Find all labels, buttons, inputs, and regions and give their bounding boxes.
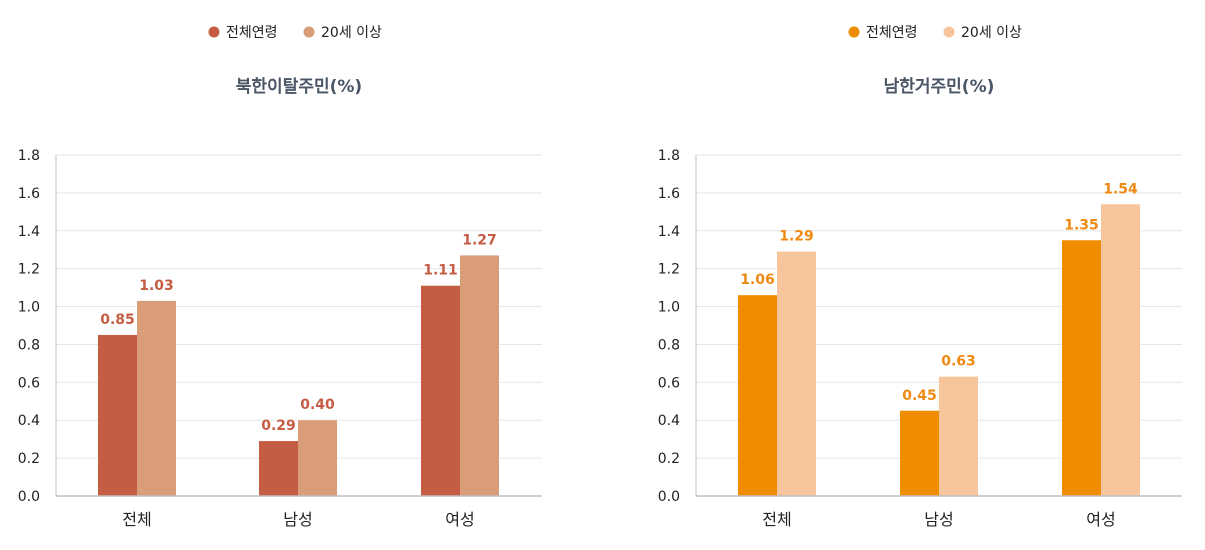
bar-2 — [1101, 204, 1140, 496]
data-label: 1.03 — [139, 278, 174, 294]
y-tick-label: 0.2 — [658, 451, 680, 467]
legend-label: 20세 이상 — [961, 25, 1022, 41]
y-tick-label: 1.8 — [658, 148, 680, 164]
bar-1 — [98, 334, 137, 496]
legend-label: 20세 이상 — [321, 25, 382, 41]
y-tick-label: 1.2 — [658, 262, 680, 278]
bar-1 — [738, 295, 777, 496]
legend-label: 전체연령 — [226, 25, 278, 41]
data-label: 0.40 — [300, 397, 335, 413]
y-tick-label: 1.0 — [658, 300, 680, 316]
y-tick-label: 1.6 — [18, 186, 40, 202]
y-tick-label: 0.8 — [18, 337, 40, 353]
bar-1 — [900, 410, 939, 496]
bar-1 — [421, 285, 460, 496]
data-label: 1.29 — [779, 229, 814, 245]
y-tick-label: 0.2 — [18, 451, 40, 467]
data-label: 1.54 — [1103, 181, 1138, 197]
data-label: 0.63 — [941, 354, 976, 370]
y-tick-label: 1.4 — [18, 224, 40, 240]
bar-2 — [939, 376, 978, 496]
bar-2 — [298, 420, 337, 496]
y-tick-label: 0.4 — [658, 413, 680, 429]
chart-panel-2: 0.0 0.2 0.4 0.6 0.8 1.0 1.2 1.4 1.6 1.8 1.06 1.29 전체… — [658, 25, 1182, 529]
bar-1 — [259, 441, 298, 496]
legend-swatch — [208, 26, 220, 38]
y-tick-label: 0.6 — [658, 375, 680, 391]
y-tick-label: 0.0 — [658, 489, 680, 505]
data-label: 0.29 — [261, 418, 296, 434]
y-tick-label: 0.8 — [658, 337, 680, 353]
y-tick-label: 1.0 — [18, 300, 40, 316]
y-tick-label: 0.4 — [18, 413, 40, 429]
data-label: 1.06 — [740, 272, 775, 288]
x-tick-label: 여성 — [1086, 510, 1115, 529]
y-tick-label: 0.6 — [18, 375, 40, 391]
x-tick-label: 남성 — [283, 510, 312, 529]
x-tick-label: 여성 — [445, 510, 474, 529]
bar-1 — [1062, 240, 1101, 496]
x-tick-label: 전체 — [122, 510, 151, 529]
bar-2 — [137, 300, 176, 496]
y-tick-label: 1.6 — [658, 186, 680, 202]
data-label: 1.11 — [423, 263, 458, 279]
y-tick-label: 0.0 — [18, 489, 40, 505]
y-tick-label: 1.4 — [658, 224, 680, 240]
data-label: 0.45 — [902, 388, 937, 404]
legend-label: 전체연령 — [866, 25, 918, 41]
data-label: 1.35 — [1064, 217, 1099, 233]
legend-swatch — [303, 26, 315, 38]
chart-title: 남한거주민(%) — [884, 77, 995, 97]
y-tick-label: 1.8 — [18, 148, 40, 164]
bar-2 — [460, 255, 499, 496]
legend-swatch — [848, 26, 860, 38]
x-tick-label: 전체 — [762, 510, 791, 529]
chart-panel-1: 0.0 0.2 0.4 0.6 0.8 1.0 1.2 1.4 1.6 1.8 0.85 1.03 전체… — [18, 25, 542, 529]
legend-swatch — [943, 26, 955, 38]
y-tick-label: 1.2 — [18, 262, 40, 278]
x-tick-label: 남성 — [924, 510, 953, 529]
chart-title: 북한이탈주민(%) — [236, 76, 362, 97]
bar-2 — [777, 251, 816, 496]
data-label: 1.27 — [462, 232, 497, 248]
data-label: 0.85 — [100, 312, 135, 328]
